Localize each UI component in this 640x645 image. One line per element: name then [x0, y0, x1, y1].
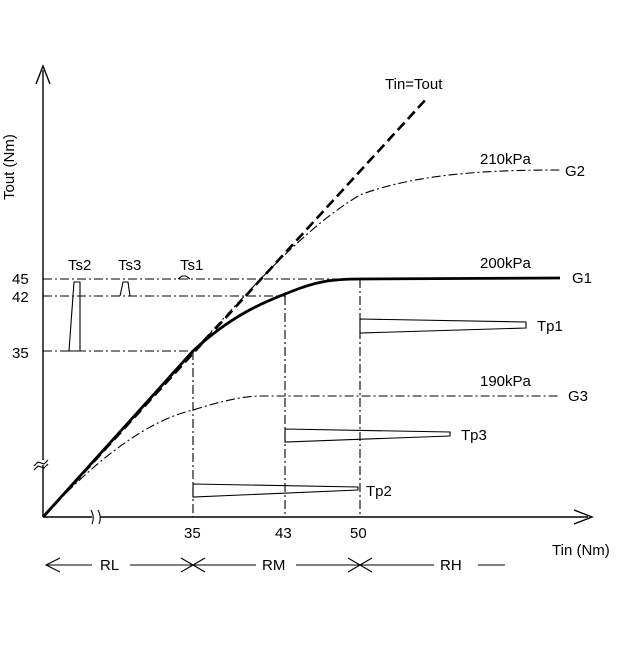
curve-g3-name: G3: [568, 388, 588, 405]
y-axis-break-mark: [34, 460, 48, 466]
curve-g1-name: G1: [572, 270, 592, 287]
spike-ts3: [120, 282, 130, 296]
y-axis-label: Tout (Nm): [1, 134, 18, 200]
spike-ts1-label: Ts1: [180, 257, 203, 274]
region-rm-label: RM: [262, 557, 285, 574]
pulse-tp3: [285, 429, 450, 442]
x-tick-35: 35: [184, 525, 201, 542]
y-tick-35: 35: [12, 345, 29, 362]
curve-g2-name: G2: [565, 163, 585, 180]
curve-g3: [43, 396, 560, 517]
y-axis-break-mark-2: [34, 464, 48, 470]
region-rh-label: RH: [440, 557, 462, 574]
spike-ts2-label: Ts2: [68, 257, 91, 274]
pulse-tp1-label: Tp1: [537, 318, 563, 335]
spike-ts3-label: Ts3: [118, 257, 141, 274]
curve-g1-pressure: 200kPa: [480, 255, 532, 272]
x-tick-43: 43: [275, 525, 292, 542]
y-tick-45: 45: [12, 271, 29, 288]
curve-g1: [43, 278, 560, 517]
y-tick-42: 42: [12, 289, 29, 306]
identity-line-label: Tin=Tout: [385, 76, 443, 93]
x-axis-break-mark-2: [98, 510, 100, 524]
x-tick-50: 50: [350, 525, 367, 542]
pulse-tp2-label: Tp2: [366, 483, 392, 500]
region-rl-label: RL: [100, 557, 119, 574]
curve-g3-pressure: 190kPa: [480, 373, 532, 390]
spike-ts2: [69, 282, 80, 351]
pulse-tp1: [360, 319, 526, 333]
curve-g2: [43, 170, 560, 517]
curve-g2-pressure: 210kPa: [480, 151, 532, 168]
x-axis-label: Tin (Nm): [552, 542, 610, 559]
pulse-tp2: [193, 484, 358, 497]
pulse-tp3-label: Tp3: [461, 427, 487, 444]
